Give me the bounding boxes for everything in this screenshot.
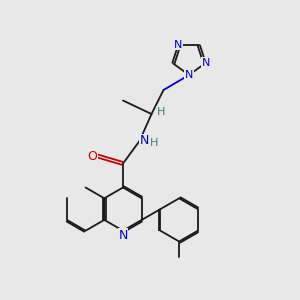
Text: N: N: [202, 58, 210, 68]
Text: N: N: [185, 70, 193, 80]
Text: H: H: [157, 106, 165, 117]
Text: H: H: [150, 138, 158, 148]
Text: N: N: [118, 229, 128, 242]
Text: N: N: [139, 134, 149, 148]
Text: N: N: [174, 40, 182, 50]
Text: O: O: [87, 149, 97, 163]
